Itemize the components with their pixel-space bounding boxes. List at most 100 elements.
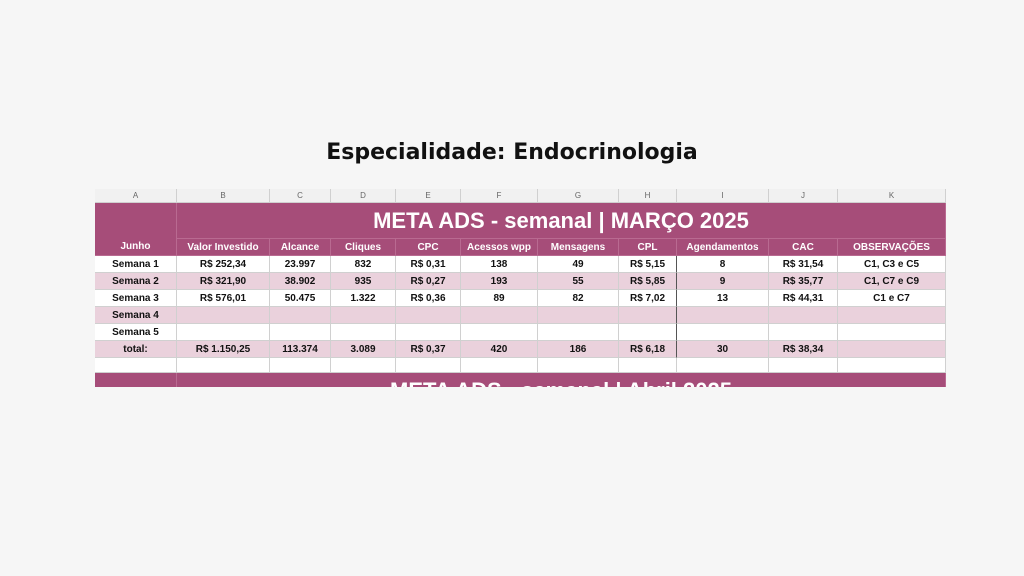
column-header: Alcance [270, 239, 331, 256]
data-cell [270, 307, 331, 324]
column-header: Agendamentos [677, 239, 769, 256]
column-letter: H [619, 189, 677, 203]
data-cell [538, 307, 619, 324]
data-cell: R$ 5,15 [619, 256, 677, 273]
data-cell [270, 324, 331, 341]
column-letter: G [538, 189, 619, 203]
data-cell: R$ 44,31 [769, 290, 838, 307]
empty-cell [461, 358, 538, 373]
data-cell: R$ 252,34 [177, 256, 270, 273]
column-letter: J [769, 189, 838, 203]
data-cell [177, 324, 270, 341]
data-cell: 55 [538, 273, 619, 290]
empty-cell [95, 358, 177, 373]
column-letter: E [396, 189, 461, 203]
data-cell: 49 [538, 256, 619, 273]
data-cell: R$ 7,02 [619, 290, 677, 307]
data-cell: 82 [538, 290, 619, 307]
data-cell [838, 307, 946, 324]
data-cell: C1, C3 e C5 [838, 256, 946, 273]
column-letter: A [95, 189, 177, 203]
total-cell: R$ 0,37 [396, 341, 461, 358]
data-cell: 193 [461, 273, 538, 290]
data-cell [838, 324, 946, 341]
data-cell: C1 e C7 [838, 290, 946, 307]
data-cell: 935 [331, 273, 396, 290]
total-cell: 420 [461, 341, 538, 358]
week-label: Semana 5 [95, 324, 177, 341]
empty-cell [270, 358, 331, 373]
data-cell: 8 [677, 256, 769, 273]
week-label: Semana 3 [95, 290, 177, 307]
column-header: CPC [396, 239, 461, 256]
total-cell [838, 341, 946, 358]
data-cell: R$ 321,90 [177, 273, 270, 290]
column-header: CAC [769, 239, 838, 256]
data-cell: 1.322 [331, 290, 396, 307]
empty-cell [838, 358, 946, 373]
column-letter: C [270, 189, 331, 203]
column-letter: B [177, 189, 270, 203]
week-label: Semana 1 [95, 256, 177, 273]
empty-cell [177, 358, 270, 373]
sheet-banner: META ADS - semanal | MARÇO 2025 [177, 203, 946, 239]
column-header: Mensagens [538, 239, 619, 256]
next-week-header [95, 373, 177, 387]
empty-cell [331, 358, 396, 373]
total-cell: R$ 6,18 [619, 341, 677, 358]
empty-cell [677, 358, 769, 373]
data-cell: R$ 5,85 [619, 273, 677, 290]
data-cell [331, 307, 396, 324]
column-header: Acessos wpp [461, 239, 538, 256]
week-label: Semana 4 [95, 307, 177, 324]
column-letter: K [838, 189, 946, 203]
data-cell [769, 307, 838, 324]
data-cell: R$ 0,31 [396, 256, 461, 273]
total-cell: 113.374 [270, 341, 331, 358]
column-header: OBSERVAÇÕES [838, 239, 946, 256]
data-cell: 50.475 [270, 290, 331, 307]
data-cell: R$ 576,01 [177, 290, 270, 307]
total-cell: R$ 1.150,25 [177, 341, 270, 358]
data-cell: 38.902 [270, 273, 331, 290]
data-cell: 13 [677, 290, 769, 307]
week-label-header: Junho [95, 203, 177, 256]
next-banner: META ADS - semanal | Abril 2025 [177, 373, 946, 387]
data-cell [619, 307, 677, 324]
empty-cell [396, 358, 461, 373]
data-cell [396, 324, 461, 341]
total-cell: 30 [677, 341, 769, 358]
week-label: Semana 2 [95, 273, 177, 290]
column-letter: D [331, 189, 396, 203]
data-cell: 23.997 [270, 256, 331, 273]
data-cell: R$ 0,27 [396, 273, 461, 290]
data-cell: 89 [461, 290, 538, 307]
data-cell: 832 [331, 256, 396, 273]
data-cell: R$ 35,77 [769, 273, 838, 290]
total-cell: 186 [538, 341, 619, 358]
data-cell [396, 307, 461, 324]
data-cell [677, 307, 769, 324]
total-label: total: [95, 341, 177, 358]
data-cell [538, 324, 619, 341]
data-cell [769, 324, 838, 341]
column-header: CPL [619, 239, 677, 256]
column-header: Valor Investido [177, 239, 270, 256]
data-cell: 138 [461, 256, 538, 273]
data-cell [177, 307, 270, 324]
data-cell [677, 324, 769, 341]
total-cell: 3.089 [331, 341, 396, 358]
spreadsheet: A B C D E F G H I J K Junho META ADS - semanal | MAR… [95, 189, 946, 387]
data-cell [331, 324, 396, 341]
data-cell [461, 307, 538, 324]
data-cell: C1, C7 e C9 [838, 273, 946, 290]
empty-cell [538, 358, 619, 373]
slide-title: Especialidade: Endocrinologia [326, 140, 698, 165]
data-cell: R$ 31,54 [769, 256, 838, 273]
data-cell [461, 324, 538, 341]
empty-cell [619, 358, 677, 373]
column-letter: F [461, 189, 538, 203]
empty-cell [769, 358, 838, 373]
column-header: Cliques [331, 239, 396, 256]
